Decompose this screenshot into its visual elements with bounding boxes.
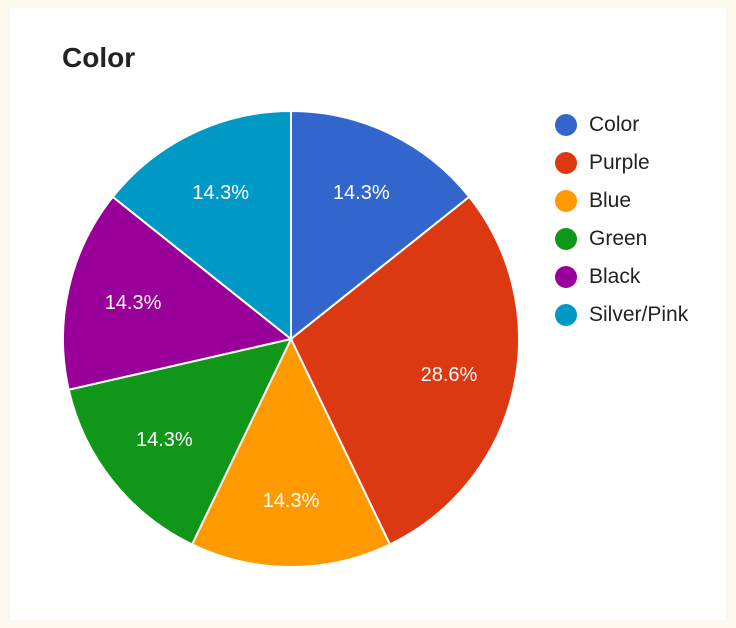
legend-item-color[interactable]: Color xyxy=(555,106,688,144)
legend-label: Blue xyxy=(589,189,632,212)
legend-swatch-icon xyxy=(555,304,577,326)
pie-slice-silver-pink[interactable] xyxy=(111,109,292,342)
chart-legend: Color Purple Blue Green Black Silver/Pink xyxy=(555,106,688,334)
legend-swatch-icon xyxy=(555,190,577,212)
chart-card: 14.3% 28.6% 14.3% 14.3% 14.3% 14.3% Color Col… xyxy=(10,8,726,620)
legend-item-purple[interactable]: Purple xyxy=(555,144,688,182)
legend-swatch-icon xyxy=(555,152,577,174)
pie-slice-green[interactable] xyxy=(67,337,293,546)
legend-label: Purple xyxy=(589,151,650,174)
legend-label: Silver/Pink xyxy=(589,303,689,326)
legend-swatch-icon xyxy=(555,266,577,288)
legend-label: Green xyxy=(589,227,648,250)
pie-slices xyxy=(62,109,520,568)
slice-label-black: 14.3% xyxy=(105,292,162,314)
legend-item-green[interactable]: Green xyxy=(555,220,688,258)
slice-label-purple: 28.6% xyxy=(421,364,478,386)
slice-label-silver-pink: 14.3% xyxy=(192,182,249,204)
chart-title: Color xyxy=(62,42,136,73)
pie-slice-labels: 14.3% 28.6% 14.3% 14.3% 14.3% 14.3% xyxy=(105,182,478,512)
legend-item-silver-pink[interactable]: Silver/Pink xyxy=(555,296,688,334)
legend-label: Black xyxy=(589,265,641,288)
legend-swatch-icon xyxy=(555,228,577,250)
pie-chart: 14.3% 28.6% 14.3% 14.3% 14.3% 14.3% xyxy=(62,109,520,568)
legend-label: Color xyxy=(589,113,640,136)
pie-slice-black[interactable] xyxy=(62,195,294,391)
legend-item-black[interactable]: Black xyxy=(555,258,688,296)
slice-label-green: 14.3% xyxy=(136,429,193,451)
legend-item-blue[interactable]: Blue xyxy=(555,182,688,220)
pie-slice-purple[interactable] xyxy=(289,195,520,546)
pie-slice-blue[interactable] xyxy=(190,336,392,568)
legend-swatch-icon xyxy=(555,114,577,136)
slice-label-color: 14.3% xyxy=(333,182,390,204)
pie-slice-color[interactable] xyxy=(290,109,471,342)
slice-label-blue: 14.3% xyxy=(263,490,320,512)
